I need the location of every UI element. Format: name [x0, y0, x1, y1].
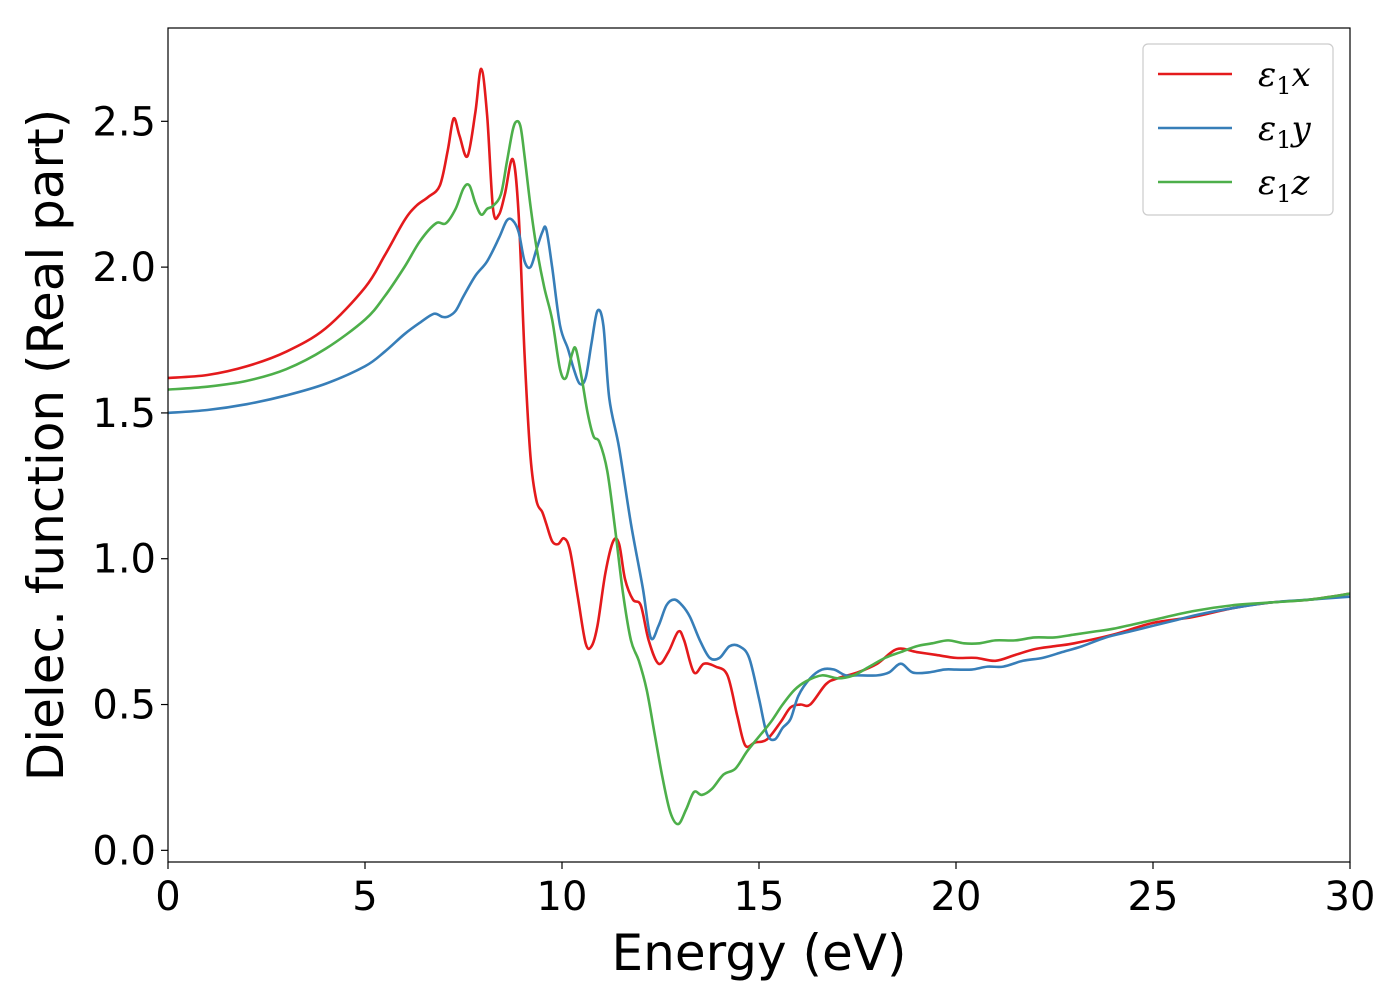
y-axis-title: Dielec. function (Real part)	[17, 109, 75, 781]
legend-subscript: 1	[1276, 72, 1291, 100]
x-tick-label: 20	[931, 874, 982, 920]
x-tick-label: 25	[1128, 874, 1179, 920]
x-axis: 0 5 10 15 20 25 30	[155, 862, 1375, 920]
legend-symbol: ε	[1258, 163, 1276, 203]
y-tick-label: 2.0	[92, 245, 156, 291]
y-tick-label: 0.5	[92, 683, 156, 729]
legend-symbol: ε	[1258, 109, 1276, 149]
y-tick-label: 2.5	[92, 99, 156, 145]
legend-label-z: ε1z	[1258, 163, 1311, 208]
x-tick-label: 15	[734, 874, 785, 920]
series-line-z	[168, 119, 1350, 826]
y-tick-label: 1.5	[92, 391, 156, 437]
series-layer	[168, 67, 1350, 826]
series-line-x	[168, 67, 1350, 749]
x-tick-label: 10	[537, 874, 588, 920]
legend-subscript: 1	[1276, 180, 1291, 208]
legend-component: x	[1292, 55, 1311, 95]
y-tick-label: 1.0	[92, 537, 156, 583]
legend-box	[1142, 43, 1334, 216]
y-tick-label: 0.0	[92, 828, 156, 874]
x-tick-label: 5	[352, 874, 377, 920]
x-tick-label: 30	[1325, 874, 1376, 920]
legend-label-x: ε1x	[1258, 55, 1311, 100]
legend-component: y	[1290, 109, 1312, 149]
legend-subscript: 1	[1276, 126, 1291, 154]
legend-component: z	[1291, 163, 1311, 203]
series-line-y	[168, 217, 1350, 742]
legend-symbol: ε	[1258, 55, 1276, 95]
x-tick-label: 0	[155, 874, 180, 920]
x-axis-title: Energy (eV)	[612, 924, 907, 982]
legend-label-y: ε1y	[1258, 109, 1312, 154]
y-axis: 0.0 0.5 1.0 1.5 2.0 2.5	[92, 99, 168, 874]
